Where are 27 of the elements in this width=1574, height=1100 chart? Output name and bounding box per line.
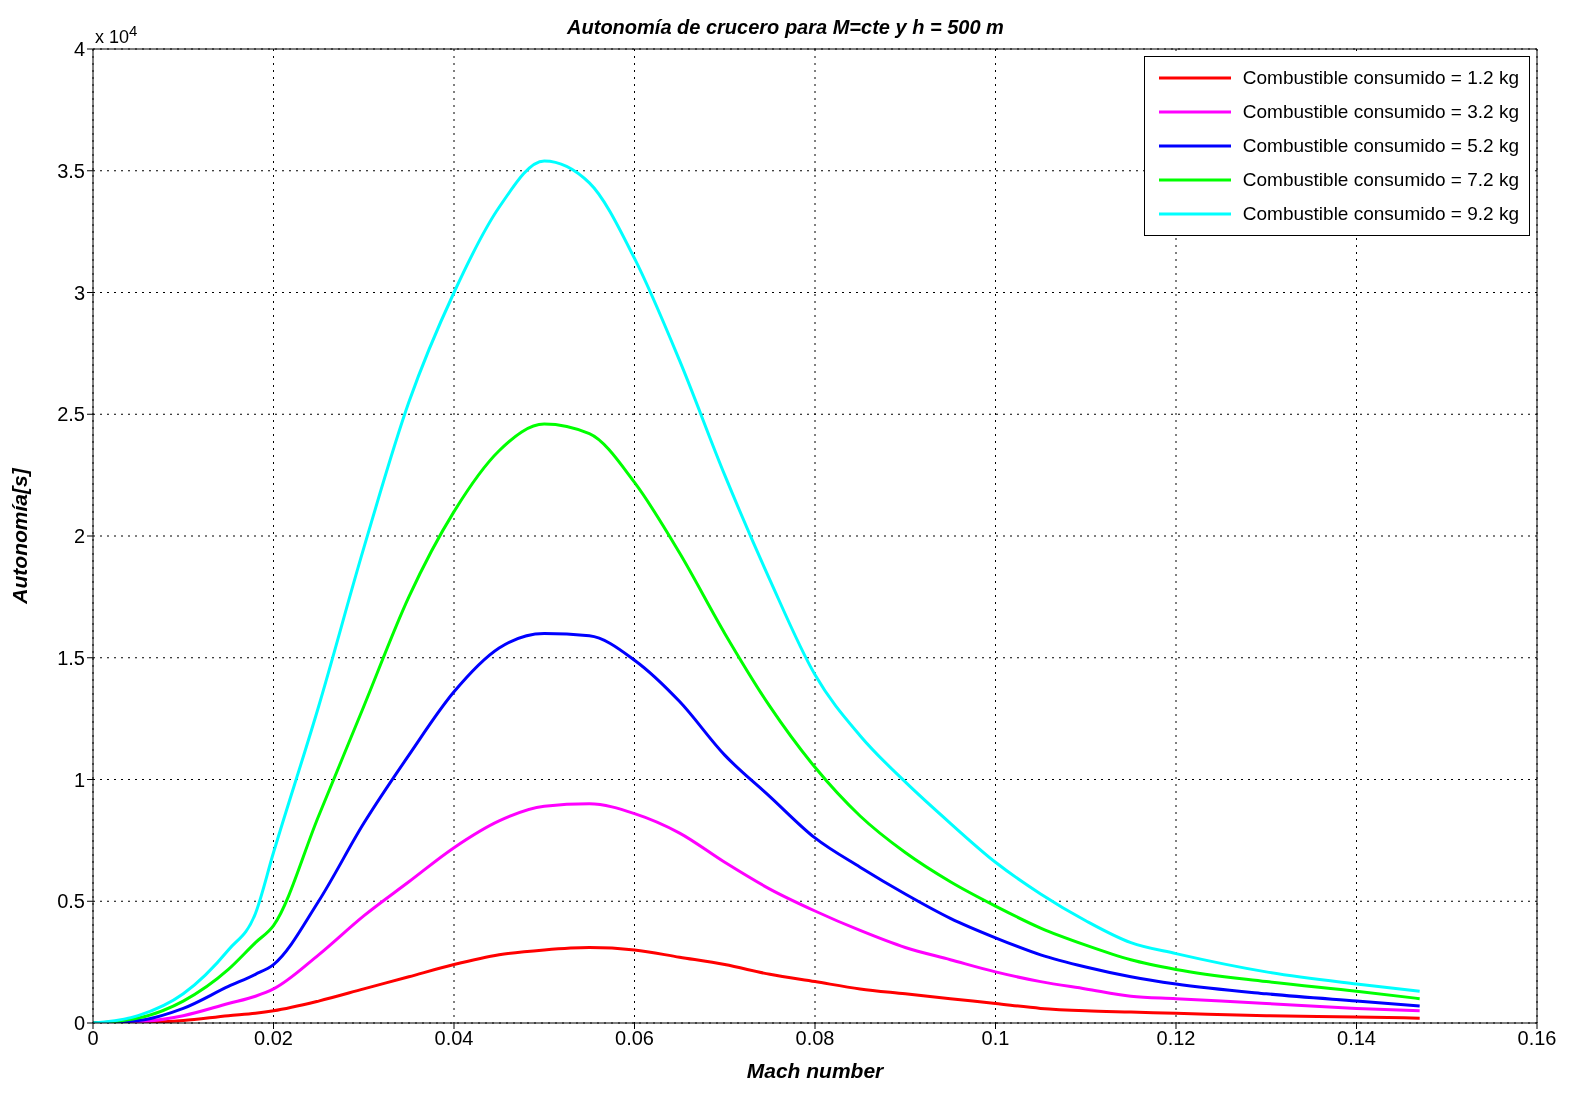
x-tick-label: 0.12 xyxy=(1156,1027,1196,1050)
y-tick-label: 2 xyxy=(73,525,85,548)
y-axis-title: Autonomía[s] xyxy=(8,467,32,605)
y-tick-label: 1.5 xyxy=(57,646,85,669)
legend-label: Combustible consumido = 5.2 kg xyxy=(1242,135,1519,157)
legend-label: Combustible consumido = 7.2 kg xyxy=(1242,169,1519,191)
y-tick-label: 2.5 xyxy=(57,403,85,426)
x-tick-label: 0.06 xyxy=(615,1027,654,1050)
chart-title: Autonomía de crucero para M=cte y h = 500 m xyxy=(567,16,1004,38)
x-tick-label: 0.04 xyxy=(434,1027,474,1050)
y-tick-label: 1 xyxy=(73,768,85,791)
y-tick-label: 0 xyxy=(73,1012,85,1035)
x-tick-label: 0.1 xyxy=(981,1027,1010,1050)
x-axis-title: Mach number xyxy=(746,1059,886,1082)
y-tick-label: 4 xyxy=(73,38,85,61)
x-tick-label: 0.02 xyxy=(254,1027,293,1050)
y-tick-label: 3 xyxy=(73,281,85,304)
x-tick-label: 0 xyxy=(87,1027,99,1050)
y-tick-label: 3.5 xyxy=(57,159,85,182)
x-tick-label: 0.14 xyxy=(1337,1027,1376,1050)
x-tick-label: 0.16 xyxy=(1517,1027,1557,1050)
text: x 10$^{4}$ xyxy=(95,22,138,48)
legend-label: Combustible consumido = 1.2 kg xyxy=(1242,67,1519,89)
legend-label: Combustible consumido = 3.2 kg xyxy=(1242,101,1519,123)
y-tick-label: 0.5 xyxy=(57,890,85,913)
legend-label: Combustible consumido = 9.2 kg xyxy=(1242,203,1519,225)
x-tick-label: 0.08 xyxy=(795,1027,835,1050)
